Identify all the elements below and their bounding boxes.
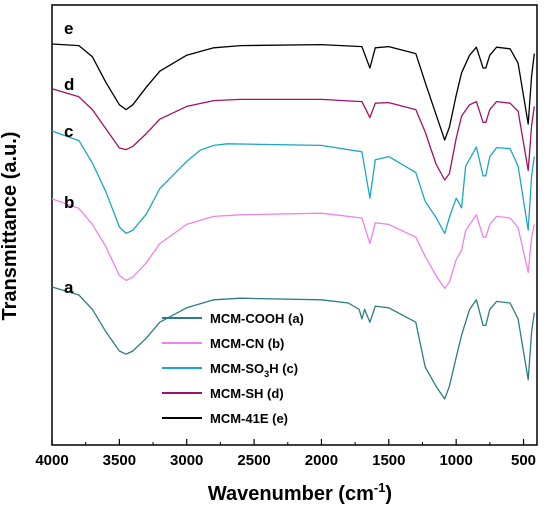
series-b-line [51,198,535,290]
x-axis-title: Wavenumber (cm-1) [208,480,392,505]
curve-label-d: d [64,75,74,94]
series-e-line [51,43,535,141]
x-tick-label: 2000 [305,452,338,469]
x-tick-label: 4000 [35,452,68,469]
series-c-line [51,130,535,235]
legend-entry-c: MCM-SO3H (c) [210,361,298,379]
curve-labels: e d c b a [64,19,74,297]
curve-label-b: b [64,193,74,212]
curve-label-c: c [64,122,73,141]
legend-subscript: 3 [264,369,269,379]
x-tick-label: 3500 [103,452,136,469]
x-tick-label: 500 [511,452,536,469]
x-axis-title-suffix: ) [385,483,392,505]
legend-entry-a: MCM-COOH (a) [210,311,304,326]
x-tick-label: 2500 [237,452,270,469]
spectra-curves [51,43,535,400]
legend-entry-e: MCM-41E (e) [210,411,288,426]
curve-label-e: e [64,19,73,38]
y-axis-title: Transmittance (a.u.) [0,132,21,321]
x-tick-label: 1500 [372,452,405,469]
curve-label-a: a [64,278,74,297]
series-d-line [51,88,535,181]
legend-suffix: H (c) [269,361,298,376]
x-axis-title-superscript: -1 [374,480,386,495]
legend-entry-b: MCM-CN (b) [210,336,284,351]
plot-area-frame [51,4,538,446]
legend: MCM-COOH (a) MCM-CN (b) MCM-SO3H (c) MCM-SH… [162,311,304,426]
x-tick-label: 1000 [439,452,472,469]
legend-entry-d: MCM-SH (d) [210,386,284,401]
x-axis-ticks: 4000 3500 3000 2500 2000 1500 1000 500 [35,439,536,469]
x-tick-label: 3000 [170,452,203,469]
series-a-line [51,286,535,400]
